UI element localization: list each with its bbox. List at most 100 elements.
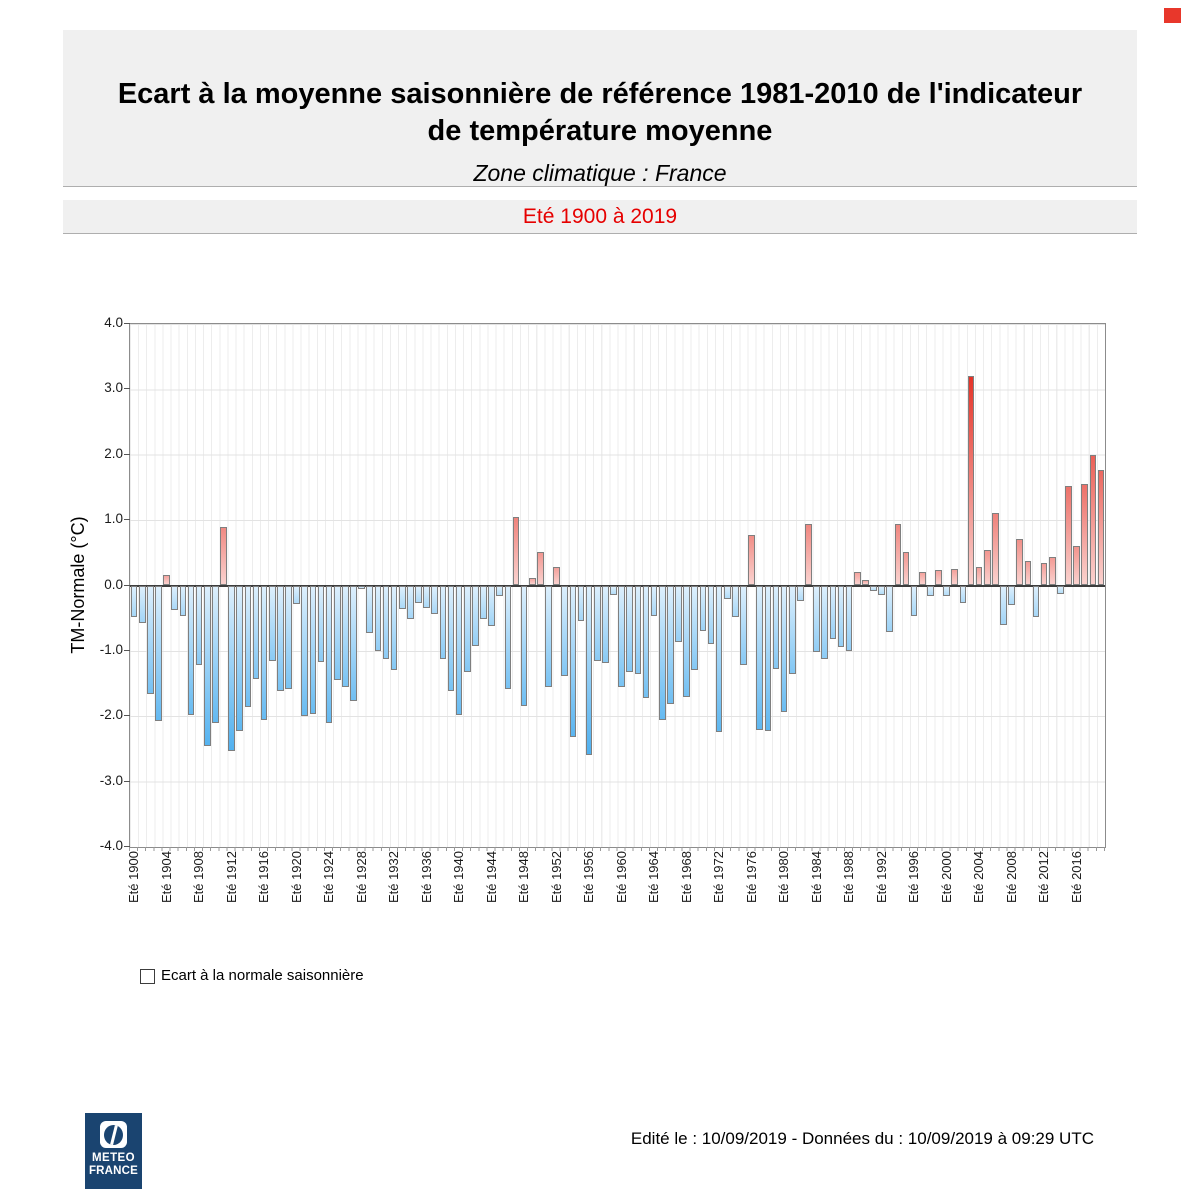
bar-1909	[203, 585, 211, 746]
bar-2006	[992, 512, 999, 586]
bar-1924	[325, 585, 333, 723]
bar-1954	[569, 585, 577, 737]
bar-2010	[1024, 561, 1032, 586]
bar-1952	[553, 567, 560, 586]
bar-1963	[642, 585, 650, 698]
bar-2011	[1032, 585, 1040, 617]
x-tick-label-1992: Eté 1992	[873, 851, 889, 904]
bar-1926	[342, 585, 349, 687]
bar-1919	[285, 585, 292, 689]
x-tick-label-1988: Eté 1988	[841, 851, 857, 904]
bar-1981	[788, 585, 796, 674]
period-label: Eté 1900 à 2019	[522, 205, 678, 228]
y-tick-mark	[124, 388, 130, 390]
bar-1965	[658, 585, 666, 721]
bar-1900	[130, 585, 138, 617]
bar-2018	[1089, 455, 1097, 586]
x-tick-label-1920: Eté 1920	[288, 851, 304, 904]
y-tick-mark	[124, 519, 130, 521]
bar-1995	[902, 551, 910, 586]
x-tick-label-1956: Eté 1956	[581, 851, 597, 904]
zero-line	[130, 585, 1105, 587]
bar-1953	[561, 585, 569, 676]
y-tick-label-3.0: 3.0	[104, 380, 123, 396]
y-tick-label--1.0: -1.0	[99, 641, 123, 657]
y-tick-mark	[124, 846, 130, 847]
bar-2000	[943, 585, 950, 596]
bar-1940	[455, 585, 463, 715]
bar-1927	[350, 585, 357, 701]
bar-1907	[187, 585, 195, 715]
y-tick-mark	[124, 715, 130, 717]
bar-2003	[967, 376, 975, 586]
bar-1982	[797, 585, 804, 601]
x-tick-label-1976: Eté 1976	[743, 851, 759, 904]
bar-1905	[171, 585, 179, 611]
x-tick-label-1948: Eté 1948	[516, 851, 532, 904]
bar-1991	[870, 585, 877, 591]
y-tick-mark	[124, 584, 130, 586]
bar-1970	[699, 585, 707, 631]
y-tick-label-1.0: 1.0	[104, 511, 123, 527]
bar-1935	[415, 585, 422, 604]
bar-1939	[447, 585, 455, 692]
bar-1980	[780, 585, 788, 713]
bar-2002	[959, 585, 967, 604]
bar-1923	[317, 585, 325, 662]
bar-1961	[626, 585, 634, 672]
y-tick-mark	[124, 323, 130, 324]
bar-2009	[1016, 539, 1024, 586]
meteo-france-logo: METEO FRANCE	[85, 1113, 142, 1189]
bar-1966	[667, 585, 674, 704]
bar-2001	[951, 568, 959, 586]
legend-swatch	[140, 969, 155, 984]
bar-1987	[837, 585, 845, 647]
bar-1962	[634, 585, 642, 674]
page-subtitle: Zone climatique : France	[473, 160, 727, 186]
bar-1913	[236, 585, 244, 731]
bar-1949	[528, 577, 536, 586]
bar-2008	[1008, 585, 1015, 606]
bar-2014	[1057, 585, 1064, 594]
x-tick-label-1928: Eté 1928	[353, 851, 369, 904]
x-tick-label-1944: Eté 1944	[483, 851, 499, 904]
bar-1972	[715, 585, 723, 732]
meteo-france-globe-icon	[100, 1121, 127, 1148]
bar-1967	[675, 585, 682, 643]
bar-1955	[577, 585, 585, 621]
bar-1937	[431, 585, 439, 614]
x-tick-label-1936: Eté 1936	[418, 851, 434, 904]
bar-1976	[748, 535, 755, 586]
bar-2015	[1065, 486, 1072, 586]
title-band: Ecart à la moyenne saisonnière de référe…	[63, 30, 1137, 187]
bar-1928	[358, 585, 365, 589]
x-tick-label-1972: Eté 1972	[711, 851, 727, 904]
x-axis-minor-ticks	[129, 847, 1105, 851]
bar-1901	[138, 585, 146, 623]
x-tick-label-2008: Eté 2008	[1003, 851, 1019, 904]
bar-1938	[439, 585, 447, 660]
bar-1957	[593, 585, 601, 662]
bar-2012	[1040, 562, 1048, 586]
bar-1903	[155, 585, 162, 722]
bar-1956	[585, 585, 593, 756]
x-tick-label-2012: Eté 2012	[1036, 851, 1052, 904]
x-tick-label-1996: Eté 1996	[906, 851, 922, 904]
bar-1917	[268, 585, 276, 661]
bar-1977	[756, 585, 764, 730]
bar-2016	[1073, 545, 1080, 586]
bar-1904	[163, 575, 170, 586]
x-tick-label-1932: Eté 1932	[386, 851, 402, 904]
bar-1934	[407, 585, 414, 619]
bar-1950	[537, 552, 544, 586]
x-tick-label-1916: Eté 1916	[256, 851, 272, 904]
bar-1902	[147, 585, 154, 695]
bar-1958	[602, 585, 609, 664]
bar-1985	[821, 585, 829, 659]
legend-label: Ecart à la normale saisonnière	[161, 967, 364, 984]
bar-1969	[691, 585, 699, 671]
y-tick-label-2.0: 2.0	[104, 445, 123, 461]
logo-text-france: FRANCE	[88, 1165, 139, 1177]
y-tick-mark	[124, 780, 130, 782]
